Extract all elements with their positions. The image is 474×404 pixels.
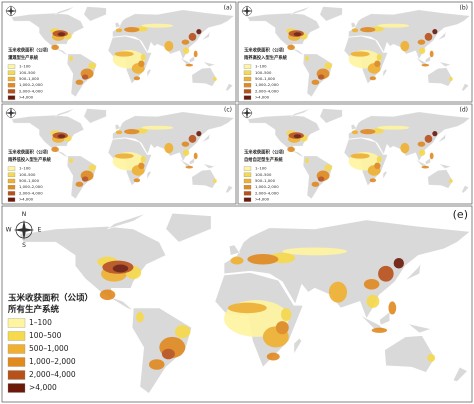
legend-label: 100–500 bbox=[29, 331, 62, 340]
legend-swatch bbox=[243, 178, 252, 184]
legend-title: 玉米收获面积（公顷） bbox=[8, 47, 51, 54]
compass-star bbox=[13, 219, 35, 241]
legend-swatch bbox=[7, 89, 16, 94]
compass-star bbox=[241, 107, 253, 119]
legend-swatch bbox=[7, 197, 16, 202]
legend-swatch bbox=[7, 331, 26, 341]
legend-swatch bbox=[243, 197, 252, 202]
legend-label: 2,000–4,000 bbox=[255, 88, 279, 93]
legend-subtitle: 灌溉型生产系统 bbox=[8, 54, 39, 61]
compass-letter: N bbox=[22, 211, 27, 218]
legend-label: >4,000 bbox=[19, 197, 34, 202]
legend-label: 2,000–4,000 bbox=[255, 190, 279, 195]
legend-swatch bbox=[7, 383, 26, 393]
legend-title: 玉米收获面积（公顷） bbox=[244, 149, 287, 156]
compass-star bbox=[5, 107, 17, 119]
legend-label: 1,000–2,000 bbox=[19, 82, 43, 87]
legend-label: >4,000 bbox=[19, 95, 34, 100]
legend-label: 500–1,000 bbox=[255, 178, 276, 183]
compass-letter: W bbox=[6, 227, 12, 234]
legend-swatch bbox=[7, 166, 16, 171]
panel-label: (e) bbox=[453, 208, 468, 221]
legend-swatch bbox=[7, 83, 16, 88]
legend-swatch bbox=[243, 83, 252, 88]
legend-swatch bbox=[7, 318, 26, 328]
legend-swatch bbox=[243, 95, 252, 100]
legend-label: 2,000–4,000 bbox=[19, 190, 43, 195]
legend-subtitle: 雨养低投入型生产系统 bbox=[8, 156, 52, 163]
legend-label: 1,000–2,000 bbox=[19, 184, 43, 189]
map-panel: (c) 玉米收获面积（公顷）雨养低投入型生产系统 1–100100–500500–1… bbox=[1, 103, 237, 205]
legend-swatch bbox=[7, 76, 16, 82]
map-panel: (a) 玉米收获面积（公顷）灌溉型生产系统 1–100100–500500–1,00… bbox=[1, 1, 237, 103]
legend-label: >4,000 bbox=[29, 383, 57, 392]
legend-title: 玉米收获面积（公顷） bbox=[244, 47, 287, 54]
legend-label: 1–100 bbox=[19, 64, 31, 69]
legend-label: 1–100 bbox=[29, 318, 52, 327]
map-panel: (d) 玉米收获面积（公顷）自给自足型生产系统 1–100100–500500–1,… bbox=[237, 103, 473, 205]
legend-label: 500–1,000 bbox=[19, 178, 40, 183]
legend-label: >4,000 bbox=[255, 95, 270, 100]
legend-swatch bbox=[243, 191, 252, 196]
legend-label: 1,000–2,000 bbox=[255, 184, 279, 189]
legend-swatch bbox=[243, 89, 252, 94]
legend-swatch bbox=[243, 64, 252, 69]
legend-label: 500–1,000 bbox=[19, 76, 40, 81]
legend-label: >4,000 bbox=[255, 197, 270, 202]
legend-subtitle: 自给自足型生产系统 bbox=[244, 156, 283, 163]
panel-label: (b) bbox=[460, 5, 469, 12]
legend-label: 1,000–2,000 bbox=[29, 357, 76, 366]
legend-swatch bbox=[243, 76, 252, 82]
legend-swatch bbox=[7, 357, 26, 367]
panel-label: (d) bbox=[460, 107, 469, 114]
compass-star bbox=[241, 5, 253, 17]
legend-label: 100–500 bbox=[19, 172, 36, 177]
legend-label: 100–500 bbox=[255, 70, 272, 75]
legend-label: 500–1,000 bbox=[255, 76, 276, 81]
legend-subtitle: 雨养高投入型生产系统 bbox=[244, 54, 288, 61]
panel-label: (c) bbox=[224, 107, 232, 114]
legend-label: 2,000–4,000 bbox=[29, 370, 76, 379]
legend-label: 500–1,000 bbox=[29, 344, 69, 353]
legend-swatch bbox=[243, 185, 252, 190]
legend-label: 2,000–4,000 bbox=[19, 88, 43, 93]
legend-title: 玉米收获面积（公顷） bbox=[8, 293, 93, 304]
legend-label: 100–500 bbox=[19, 70, 36, 75]
legend-swatch bbox=[243, 166, 252, 171]
legend-swatch bbox=[7, 370, 26, 380]
map-panel: (b) 玉米收获面积（公顷）雨养高投入型生产系统 1–100100–500500–1… bbox=[237, 1, 473, 103]
legend-swatch bbox=[7, 64, 16, 69]
legend-swatch bbox=[7, 185, 16, 190]
legend-swatch bbox=[243, 70, 252, 75]
legend-label: 1–100 bbox=[19, 166, 31, 171]
legend-swatch bbox=[7, 95, 16, 100]
compass-star bbox=[5, 5, 17, 17]
compass-letter: E bbox=[38, 227, 42, 234]
legend-label: 1–100 bbox=[255, 166, 267, 171]
panel-label: (a) bbox=[224, 5, 232, 12]
legend-swatch bbox=[243, 172, 252, 177]
legend-swatch bbox=[7, 178, 16, 184]
map-panel: (e) N E S W 玉米收获面积（公顷）所有生产系统 1–100 100–500 500–1… bbox=[1, 205, 473, 403]
compass-letter: S bbox=[22, 242, 26, 249]
legend-swatch bbox=[7, 70, 16, 75]
legend-label: 1–100 bbox=[255, 64, 267, 69]
legend-label: 1,000–2,000 bbox=[255, 82, 279, 87]
legend-swatch bbox=[7, 172, 16, 177]
legend-label: 100–500 bbox=[255, 172, 272, 177]
legend-subtitle: 所有生产系统 bbox=[7, 304, 60, 315]
legend-swatch bbox=[7, 344, 26, 354]
legend-swatch bbox=[7, 191, 16, 196]
legend-title: 玉米收获面积（公顷） bbox=[8, 149, 51, 156]
